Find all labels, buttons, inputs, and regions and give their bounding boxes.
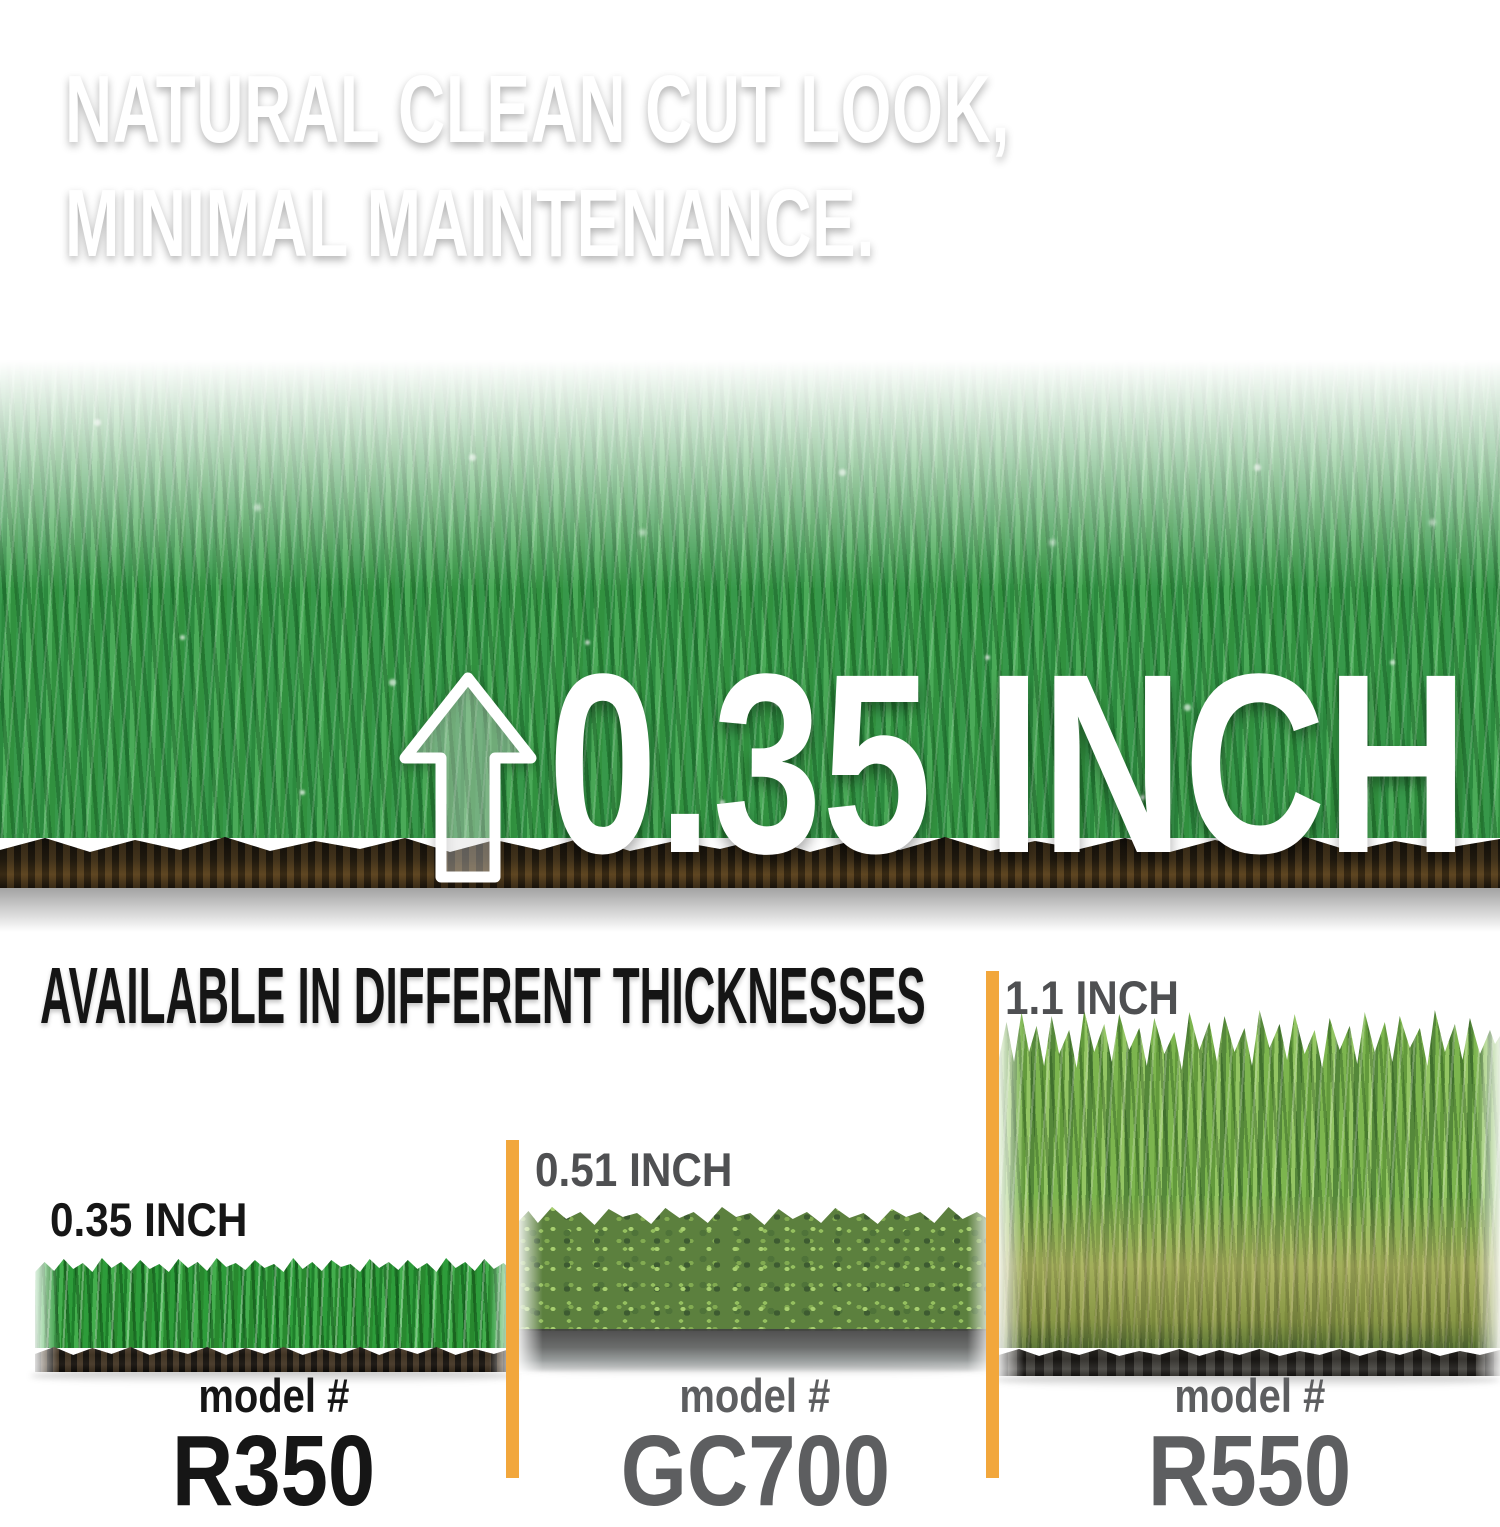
- model-number: R350: [172, 1415, 376, 1527]
- hero-drop-shadow: [0, 886, 1500, 932]
- turf-sample-r350: [35, 1256, 513, 1372]
- model-label-group: model # R550: [999, 1372, 1500, 1521]
- thickness-label: 0.35 INCH: [50, 1193, 248, 1246]
- model-prefix: model #: [1174, 1369, 1325, 1422]
- model-prefix: model #: [198, 1369, 350, 1422]
- thickness-label: 0.51 INCH: [535, 1143, 733, 1196]
- turf-grass-texture: [35, 1258, 513, 1348]
- headline-line-1: NATURAL CLEAN CUT LOOK,: [65, 56, 1011, 163]
- model-number: GC700: [620, 1415, 890, 1527]
- sample-shadow: [30, 1368, 518, 1384]
- turf-backing: [519, 1329, 991, 1373]
- grass-photo-texture: [0, 360, 1500, 838]
- headline-line-2: MINIMAL MAINTENANCE.: [65, 170, 876, 277]
- turf-grass-texture: [999, 1010, 1500, 1348]
- turf-grass-texture: [519, 1207, 991, 1331]
- section-heading: AVAILABLE IN DIFFERENT THICKNESSES: [40, 951, 926, 1040]
- model-number: R550: [1147, 1415, 1352, 1527]
- hero-section: NATURAL CLEAN CUT LOOK, MINIMAL MAINTENA…: [0, 0, 1500, 888]
- grass-sparkles: [0, 0, 5, 5]
- thickness-label: 1.1 INCH: [1005, 971, 1179, 1024]
- thickness-comparison-section: AVAILABLE IN DIFFERENT THICKNESSES 0.35 …: [0, 888, 1500, 1521]
- turf-sample-r550: [999, 1008, 1500, 1376]
- sample-shadow: [995, 1372, 1500, 1388]
- model-prefix: model #: [679, 1369, 831, 1422]
- model-label-group: model # R350: [35, 1372, 513, 1521]
- turf-sample-gc700: [519, 1203, 991, 1373]
- model-label-group: model # GC700: [519, 1372, 991, 1521]
- thickness-callout-value: 0.35 INCH: [548, 621, 1469, 888]
- hero-headline: NATURAL CLEAN CUT LOOK, MINIMAL MAINTENA…: [65, 53, 1455, 281]
- up-arrow-icon: [398, 672, 538, 884]
